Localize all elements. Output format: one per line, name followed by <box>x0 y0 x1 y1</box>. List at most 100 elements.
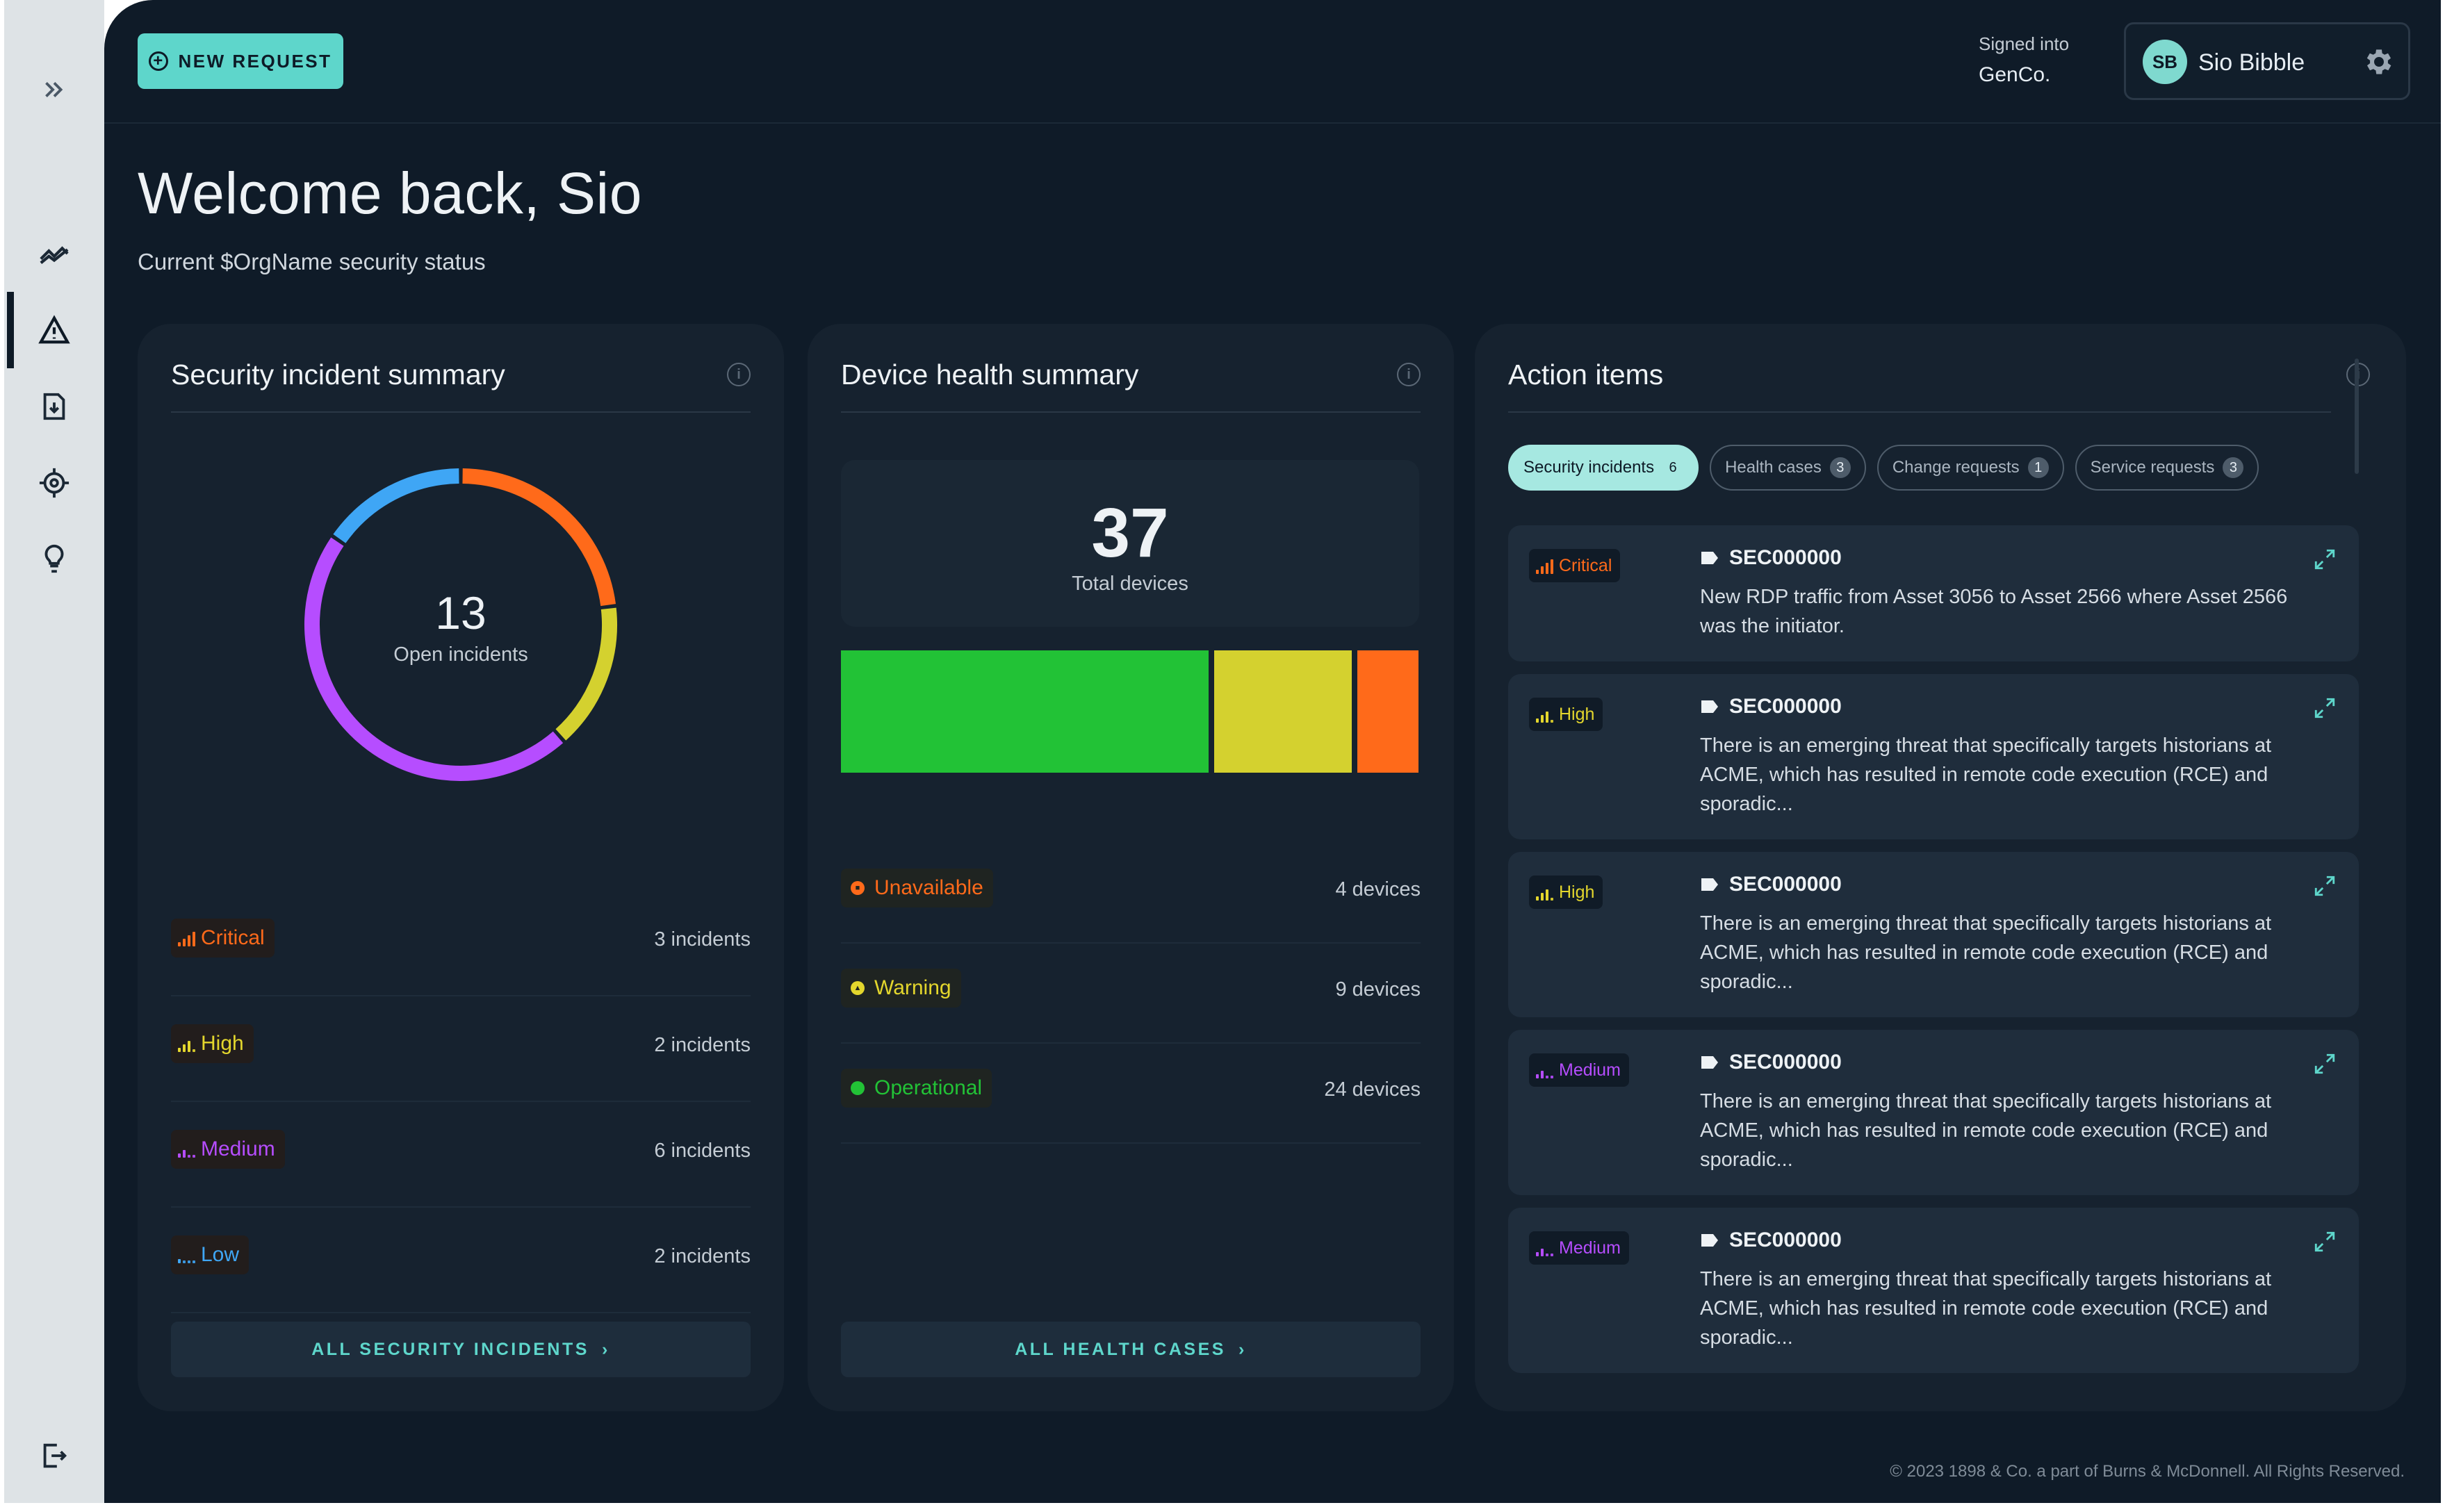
incident-count: 2 incidents <box>654 1245 751 1267</box>
severity-badge: Low <box>171 1235 250 1274</box>
plus-circle-icon: + <box>149 51 169 71</box>
sidebar-item-analytics[interactable] <box>4 215 104 292</box>
ticket-id[interactable]: SEC000000 <box>1700 1051 1842 1074</box>
logout-icon <box>43 1443 67 1468</box>
severity-badge: Critical <box>1529 549 1621 582</box>
logout-button[interactable] <box>4 1418 104 1494</box>
ticket-id[interactable]: SEC000000 <box>1700 546 1842 570</box>
top-bar: + NEW REQUEST Signed into GenCo. SB Sio … <box>104 0 2441 124</box>
total-devices-box: 37 Total devices <box>841 460 1419 627</box>
health-row-operational[interactable]: Operational 24 devices <box>841 1044 1421 1144</box>
signal-strength-icon <box>1536 706 1553 723</box>
ticket-id-label: SEC000000 <box>1729 695 1842 718</box>
gear-icon[interactable] <box>2362 45 2396 79</box>
severity-label: High <box>1559 882 1595 902</box>
severity-label: Medium <box>1559 1060 1621 1080</box>
signal-strength-icon <box>178 930 195 946</box>
severity-badge: Medium <box>1529 1231 1629 1265</box>
ticket-description: There is an emerging threat that specifi… <box>1700 1268 2272 1349</box>
divider <box>171 411 751 413</box>
new-request-label: NEW REQUEST <box>178 50 332 72</box>
expand-icon[interactable] <box>2313 1230 2337 1254</box>
health-row-warning[interactable]: ▲ Warning 9 devices <box>841 944 1421 1044</box>
filter-label: Change requests <box>1892 458 2020 477</box>
sidebar-item-insights[interactable] <box>4 521 104 598</box>
total-devices-label: Total devices <box>1072 573 1188 595</box>
tag-icon <box>1701 552 1718 564</box>
filter-count: 1 <box>2027 457 2049 478</box>
signed-into-label: Signed into <box>1979 33 2070 54</box>
expand-icon[interactable] <box>2313 696 2337 720</box>
ticket-id[interactable]: SEC000000 <box>1700 873 1842 896</box>
filter-tab-security-incidents[interactable]: Security incidents 6 <box>1508 445 1699 491</box>
severity-row-low[interactable]: Low 2 incidents <box>171 1208 751 1313</box>
tag-icon <box>1701 1234 1718 1247</box>
info-icon[interactable]: i <box>1397 363 1421 386</box>
all-security-incidents-button[interactable]: ALL SECURITY INCIDENTS › <box>171 1322 751 1377</box>
ticket-id-label: SEC000000 <box>1729 873 1842 896</box>
health-bar-segment <box>841 650 1209 773</box>
total-devices-count: 37 <box>1091 494 1169 572</box>
new-request-button[interactable]: + NEW REQUEST <box>138 33 343 89</box>
expand-icon[interactable] <box>2313 874 2337 898</box>
incident-donut-chart <box>304 468 617 781</box>
health-bar-segment <box>1357 650 1418 773</box>
card-title: Action items <box>1508 359 1664 391</box>
severity-badge: Medium <box>171 1130 285 1169</box>
severity-row-medium[interactable]: Medium 6 incidents <box>171 1102 751 1208</box>
scrollbar[interactable] <box>2355 359 2359 474</box>
severity-row-high[interactable]: High 2 incidents <box>171 996 751 1102</box>
ticket-id[interactable]: SEC000000 <box>1700 695 1842 718</box>
divider <box>841 411 1421 413</box>
lightbulb-icon <box>44 544 64 573</box>
action-item[interactable]: High SEC000000 There is an emerging threat… <box>1508 852 2359 1017</box>
sidebar-item-targets[interactable] <box>4 445 104 521</box>
sidebar-item-documents[interactable] <box>4 368 104 445</box>
ticket-description: There is an emerging threat that specifi… <box>1700 734 2272 815</box>
card-title: Device health summary <box>841 359 1139 391</box>
severity-label: Medium <box>201 1137 275 1160</box>
severity-label: Critical <box>201 926 265 949</box>
health-badge: Operational <box>841 1069 992 1108</box>
sidebar <box>4 0 104 1503</box>
action-item[interactable]: Medium SEC000000 There is an emerging thre… <box>1508 1030 2359 1195</box>
divider <box>1508 411 2331 413</box>
expand-icon[interactable] <box>2313 1052 2337 1076</box>
chevron-right-icon: › <box>601 1339 610 1359</box>
filter-label: Security incidents <box>1523 458 1655 477</box>
ticket-description: There is an emerging threat that specifi… <box>1700 1090 2272 1171</box>
action-item[interactable]: High SEC000000 There is an emerging threat… <box>1508 674 2359 839</box>
filter-tab-change-requests[interactable]: Change requests 1 <box>1876 445 2064 491</box>
device-count: 4 devices <box>1335 878 1421 901</box>
incident-count: 6 incidents <box>654 1140 751 1162</box>
org-name: GenCo. <box>1979 63 2051 86</box>
donut-slice-high <box>555 607 617 741</box>
filter-tab-health-cases[interactable]: Health cases 3 <box>1710 445 1866 491</box>
expand-sidebar-button[interactable] <box>4 51 104 128</box>
tag-icon <box>1701 700 1718 713</box>
health-row-unavailable[interactable]: ■ Unavailable 4 devices <box>841 844 1421 944</box>
action-item[interactable]: Critical SEC000000 New RDP traffic from As… <box>1508 525 2359 662</box>
user-name: Sio Bibble <box>2198 49 2305 76</box>
filter-label: Service requests <box>2090 458 2215 477</box>
signal-strength-icon <box>1536 557 1553 574</box>
expand-icon[interactable] <box>2313 548 2337 571</box>
severity-label: High <box>1559 704 1595 724</box>
all-security-incidents-label: ALL SECURITY INCIDENTS <box>311 1339 589 1359</box>
copyright: © 2023 1898 & Co. a part of Burns & McDo… <box>1890 1462 2405 1481</box>
info-icon[interactable]: i <box>727 363 751 386</box>
signal-strength-icon <box>178 1035 195 1052</box>
security-incident-card: Security incident summary i 13 Open inci… <box>138 324 784 1411</box>
ticket-id[interactable]: SEC000000 <box>1700 1228 1842 1252</box>
card-title: Security incident summary <box>171 359 505 391</box>
severity-row-critical[interactable]: Critical 3 incidents <box>171 891 751 996</box>
filter-tab-service-requests[interactable]: Service requests 3 <box>2075 445 2259 491</box>
sidebar-item-security[interactable] <box>4 292 104 368</box>
all-health-cases-button[interactable]: ALL HEALTH CASES › <box>841 1322 1421 1377</box>
trend-chart-icon <box>40 246 69 265</box>
user-menu[interactable]: SB Sio Bibble <box>2124 22 2410 100</box>
filter-count: 3 <box>2223 457 2244 478</box>
incident-count: 3 incidents <box>654 928 751 951</box>
action-item[interactable]: Medium SEC000000 There is an emerging thre… <box>1508 1208 2359 1373</box>
donut-slice-low <box>333 468 459 543</box>
